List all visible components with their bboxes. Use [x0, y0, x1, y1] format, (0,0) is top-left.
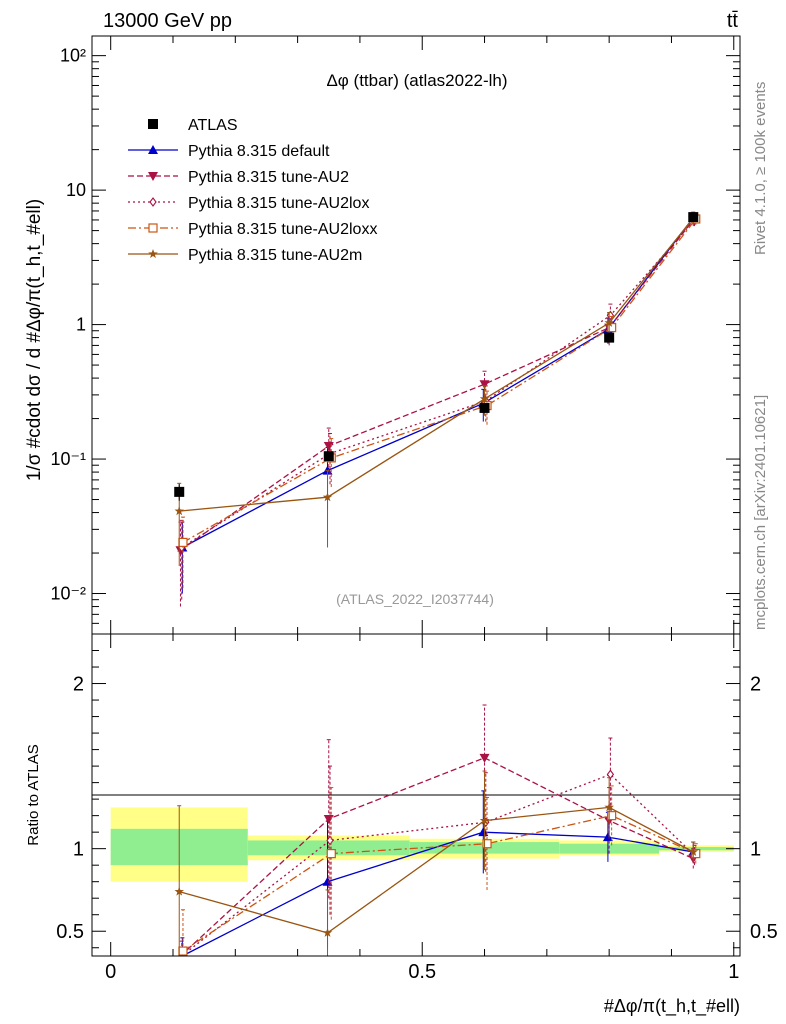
atlas-data-point [688, 212, 699, 223]
ratio-ytick-label-right: 0.5 [750, 921, 778, 943]
ratio-ytick-label-left: 0.5 [56, 921, 84, 943]
ratio-xtick-labels: 0 0.5 1 [105, 961, 739, 983]
legend-label-1: Pythia 8.315 default [188, 143, 330, 160]
watermark: (ATLAS_2022_I2037744) [336, 591, 494, 607]
main-series-1-marker [479, 380, 490, 390]
ratio-series-1-marker [479, 753, 490, 763]
ratio-series-4-line [179, 806, 694, 934]
legend-marker-5 [148, 249, 158, 258]
ratio-series-4-marker [479, 815, 490, 825]
ratio-ytick-labels: 0.5 0.5 1 1 2 2 [56, 674, 778, 944]
main-series-4-marker [604, 317, 614, 327]
main-series-4-marker [322, 492, 333, 502]
main-ytick-label: 10⁻¹ [50, 449, 86, 469]
ratio-series-2-line [181, 773, 695, 957]
ratio-series-4-marker [322, 927, 333, 937]
ratio-ytick-label-right: 1 [750, 839, 761, 861]
ratio-series-3-marker [178, 946, 188, 956]
legend-marker-2 [148, 172, 158, 181]
main-ticks [92, 36, 740, 635]
main-panel: Δφ (ttbar) (atlas2022-lh) (ATLAS_2022_I2… [24, 35, 741, 635]
ratio-series-3-marker [482, 839, 492, 849]
ratio-series-3-marker [607, 811, 617, 821]
atlas-data-point [604, 332, 615, 343]
main-series-4-marker [479, 393, 490, 403]
ratio-band-green [659, 847, 734, 851]
legend-label-3: Pythia 8.315 tune-AU2lox [188, 195, 369, 212]
main-series-3-line [182, 218, 697, 543]
main-ytick-labels: 10⁻² 10⁻¹ 1 10 10² [50, 46, 86, 604]
ratio-frame [91, 633, 741, 957]
main-series-1-line [180, 219, 694, 551]
ratio-ticks [92, 634, 740, 956]
main-ytick-label: 10 [66, 180, 86, 200]
ratio-bands [110, 807, 734, 882]
legend-marker-0 [148, 119, 158, 129]
legend-marker-3 [149, 197, 157, 207]
main-series-1-marker [323, 442, 334, 452]
main-series-3-marker [607, 322, 617, 333]
ratio-xtick-label: 1 [728, 961, 739, 983]
main-title: Δφ (ttbar) (atlas2022-lh) [326, 71, 507, 90]
legend-label-5: Pythia 8.315 tune-AU2m [188, 247, 362, 264]
legend-label-4: Pythia 8.315 tune-AU2loxx [188, 221, 377, 238]
main-series-2-line [181, 219, 695, 549]
legend: ATLAS Pythia 8.315 default Pythia 8.315 tu… [128, 117, 377, 264]
ratio-xlabel: #Δφ/π(t_h,t_#ell) [604, 996, 740, 1017]
atlas-data-point [323, 451, 334, 462]
ratio-xtick-label: 0 [105, 961, 116, 983]
ratio-ytick-label-right: 2 [750, 674, 761, 696]
ratio-series-3-marker [326, 849, 336, 859]
header-right: tt̄ [727, 10, 739, 32]
ratio-band-green [559, 843, 659, 854]
ratio-ylabel: Ratio to ATLAS [25, 744, 42, 845]
atlas-data-point [174, 486, 185, 497]
ratio-ytick-label-left: 1 [73, 839, 84, 861]
side-label-top: Rivet 4.1.0, ≥ 100k events [752, 82, 769, 255]
header-left: 13000 GeV pp [103, 10, 232, 32]
legend-label-0: ATLAS [188, 117, 238, 134]
ratio-series-2-marker [606, 769, 615, 780]
legend-marker-1 [148, 145, 158, 154]
main-series-3-marker [178, 537, 188, 547]
ratio-series-4-marker [174, 886, 184, 896]
main-ylabel: 1/σ #cdot dσ / d #Δφ/π(t_h,t_#ell) [24, 199, 45, 481]
side-label-bottom: mcplots.cern.ch [arXiv:2401.10621] [752, 395, 769, 630]
ratio-series-1-marker [323, 814, 334, 824]
ratio-series-4-marker [688, 847, 698, 856]
ratio-panel: Ratio to ATLAS #Δφ/π(t_h,t_#ell) 0.5 0.5 1… [25, 633, 778, 1017]
legend-label-2: Pythia 8.315 tune-AU2 [188, 169, 349, 186]
legend-marker-4 [148, 223, 158, 233]
main-ytick-label: 10⁻² [50, 584, 86, 604]
main-ytick-label: 1 [76, 315, 86, 335]
ratio-curves [174, 704, 701, 957]
main-curves [174, 211, 701, 607]
ratio-series-0-marker [602, 832, 613, 842]
ratio-ytick-label-left: 2 [73, 674, 84, 696]
ratio-xtick-label: 0.5 [408, 961, 436, 983]
atlas-data-point [479, 402, 490, 413]
main-ytick-label: 10² [60, 46, 86, 66]
ratio-series-4-marker [604, 802, 614, 812]
main-series-4-marker [174, 506, 184, 516]
ratio-series-3-line [182, 814, 697, 952]
